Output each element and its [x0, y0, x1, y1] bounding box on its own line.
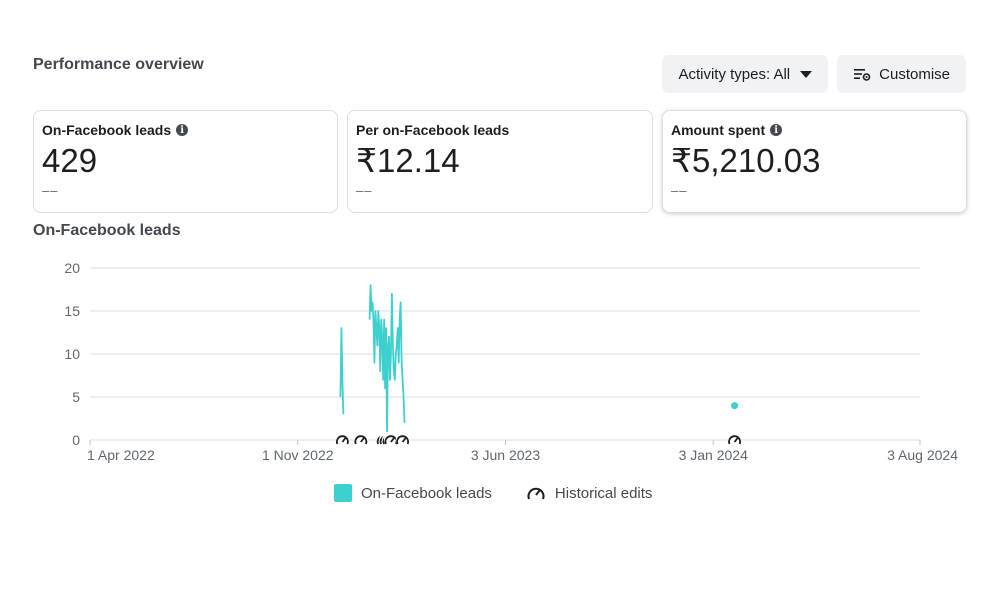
- series-line: [339, 327, 345, 415]
- historical-edit-marker[interactable]: [335, 433, 350, 447]
- legend-swatch: [334, 484, 352, 502]
- metric-delta: ––: [42, 183, 59, 198]
- page-title: Performance overview: [33, 56, 204, 73]
- metric-card-cost-per-lead[interactable]: Per on-Facebook leads ₹12.14 ––: [347, 110, 653, 213]
- legend-item-historical-edits[interactable]: Historical edits: [526, 484, 653, 502]
- y-tick-label: 0: [72, 432, 80, 448]
- info-icon[interactable]: i: [770, 124, 783, 136]
- info-icon[interactable]: i: [176, 124, 189, 136]
- data-point: [731, 402, 739, 410]
- chart-legend: On-Facebook leads Historical edits: [334, 484, 652, 502]
- metric-card-leads[interactable]: On-Facebook leads i 429 ––: [33, 110, 338, 213]
- historical-edit-marker[interactable]: [727, 433, 742, 447]
- metric-label: Amount spent: [671, 122, 766, 138]
- legend-label: Historical edits: [554, 484, 653, 502]
- activity-types-dropdown[interactable]: Activity types: All: [662, 55, 829, 93]
- y-tick-label: 20: [64, 260, 80, 276]
- y-tick-label: 5: [72, 389, 80, 405]
- metric-delta: ––: [671, 183, 688, 198]
- x-tick-label: 1 Nov 2022: [262, 447, 334, 463]
- customise-icon: [854, 69, 871, 81]
- x-tick-label: 1 Apr 2022: [87, 447, 155, 463]
- series-line: [368, 284, 406, 433]
- historical-edit-marker[interactable]: [353, 433, 368, 447]
- metric-value: 429: [42, 142, 98, 179]
- toolbar: Activity types: All Customise: [662, 55, 966, 93]
- metric-value: ₹5,210.03: [671, 142, 821, 179]
- legend-item-leads[interactable]: On-Facebook leads: [334, 484, 492, 502]
- y-tick-label: 10: [64, 346, 80, 362]
- metric-label: Per on-Facebook leads: [356, 122, 510, 138]
- legend-label: On-Facebook leads: [361, 484, 492, 502]
- x-tick-label: 3 Jan 2024: [679, 447, 748, 463]
- metric-value: ₹12.14: [356, 142, 460, 179]
- y-tick-label: 15: [64, 303, 80, 319]
- x-tick-label: 3 Jun 2023: [471, 447, 540, 463]
- leads-chart: 0 5 10 15 20 1 Apr 2022 1 Nov 2022 3 Jun 2023 3 …: [64, 260, 958, 463]
- gauge-icon: [527, 487, 545, 500]
- historical-edit-marker[interactable]: [395, 433, 410, 447]
- customise-label: Customise: [879, 65, 950, 83]
- x-tick-label: 3 Aug 2024: [887, 447, 958, 463]
- metric-delta: ––: [356, 183, 373, 198]
- caret-down-icon: [800, 70, 813, 78]
- customise-button[interactable]: Customise: [837, 55, 966, 93]
- chart-title: On-Facebook leads: [33, 222, 181, 239]
- metric-label: On-Facebook leads: [42, 122, 172, 138]
- activity-types-label: Activity types: All: [678, 65, 791, 83]
- metric-card-amount-spent[interactable]: Amount spent i ₹5,210.03 ––: [662, 110, 967, 213]
